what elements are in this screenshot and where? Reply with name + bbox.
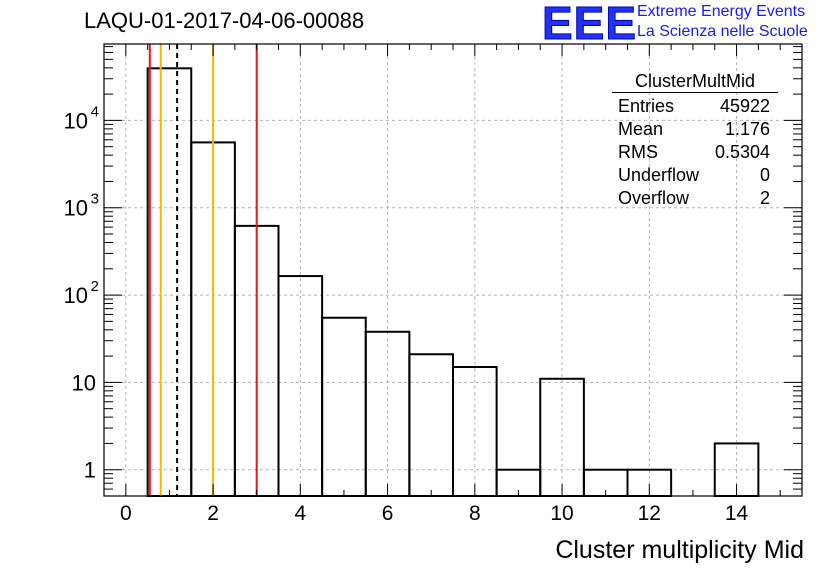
stats-label: Underflow	[618, 165, 700, 185]
y-tick-exponent: 2	[91, 278, 99, 295]
y-tick-exponent: 3	[91, 191, 99, 208]
logo-subtitle-1: Extreme Energy Events	[637, 3, 806, 20]
logo-subtitle-2: La Scienza nelle Scuole	[637, 23, 808, 40]
eee-logo: EEE	[541, 0, 638, 49]
x-tick-label: 10	[550, 502, 573, 525]
stats-box: ClusterMultMid Entries 45922 Mean 1.176 …	[612, 70, 778, 210]
marker-lines	[148, 44, 258, 496]
chart-title: LAQU-01-2017-04-06-00088	[84, 8, 365, 33]
stats-value: 45922	[719, 96, 770, 116]
stats-row-overflow: Overflow 2	[612, 187, 778, 210]
y-tick-exponent: 4	[91, 103, 99, 120]
x-tick-label: 6	[382, 502, 394, 525]
x-axis-label: Cluster multiplicity Mid	[555, 536, 804, 564]
stats-label: Mean	[618, 119, 664, 139]
x-tick-label: 0	[120, 502, 132, 525]
y-tick-label: 1	[84, 458, 96, 483]
y-tick-label: 10	[64, 108, 88, 133]
stats-label: RMS	[618, 142, 658, 162]
y-tick-label: 10	[72, 370, 96, 395]
x-tick-label: 2	[207, 502, 219, 525]
histogram-bar	[408, 353, 454, 497]
stats-value: 1.176	[724, 119, 770, 139]
histogram-bar	[146, 67, 193, 497]
stats-box-title: ClusterMultMid	[612, 70, 778, 93]
stats-value: 2	[759, 188, 770, 208]
stats-label: Overflow	[618, 188, 690, 208]
stats-row-underflow: Underflow 0	[612, 164, 778, 187]
stats-value: 0.5304	[714, 142, 770, 162]
stats-row-mean: Mean 1.176	[612, 118, 778, 141]
stats-row-rms: RMS 0.5304	[612, 141, 778, 164]
x-tick-label: 14	[725, 502, 749, 525]
stats-row-entries: Entries 45922	[612, 95, 778, 118]
x-tick-label: 8	[469, 502, 481, 525]
stats-value: 0	[759, 165, 770, 185]
y-tick-label: 10	[64, 196, 88, 221]
x-tick-label: 12	[638, 502, 661, 525]
x-tick-label: 4	[294, 502, 306, 525]
y-tick-label: 10	[64, 283, 88, 308]
stats-label: Entries	[618, 96, 675, 116]
